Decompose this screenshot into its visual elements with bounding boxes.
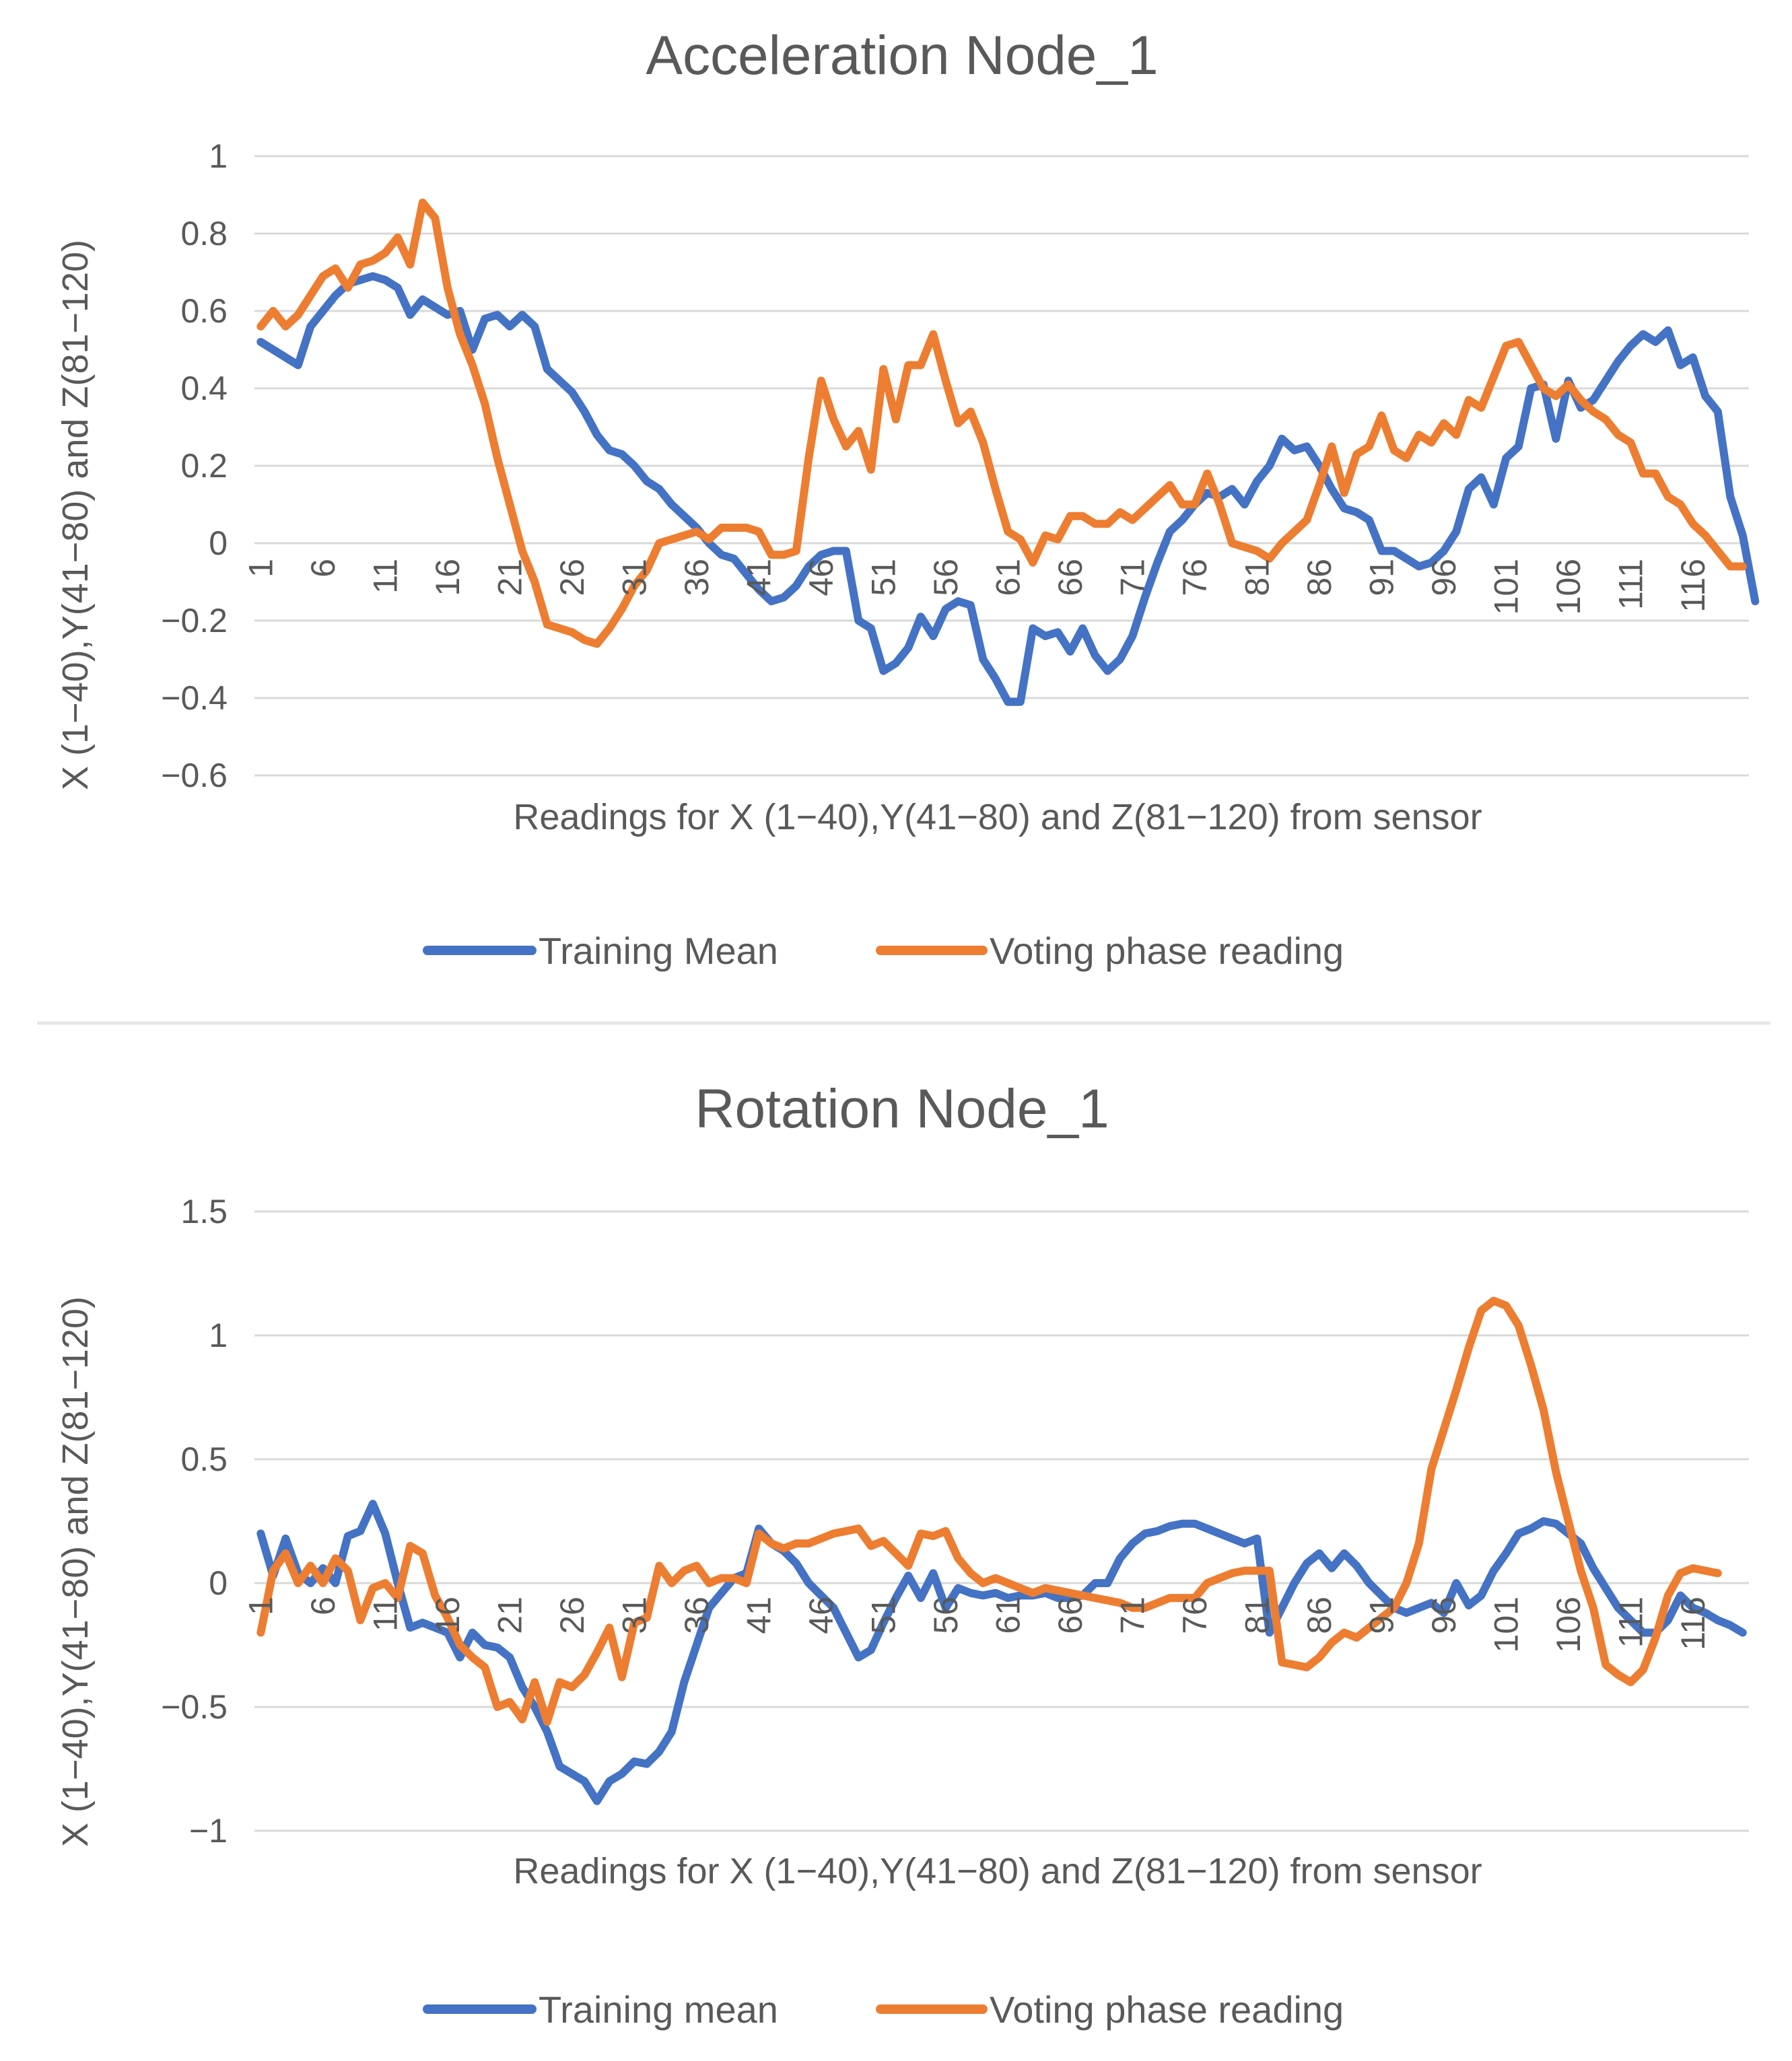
- x-tick-label: 16: [429, 1597, 467, 1634]
- y-tick-label: 0.6: [180, 292, 228, 330]
- legend-label-training-mean: Training mean: [539, 1988, 778, 2031]
- y-tick-labels: 1 0.8 0.6 0.4 0.2 0 −0.2 −0.4 −0.6: [161, 137, 228, 794]
- legend-label-training-mean: Training Mean: [539, 930, 778, 972]
- x-tick-label: 51: [864, 559, 902, 596]
- x-tick-label: 51: [864, 1597, 902, 1634]
- y-tick-label: 0: [209, 1564, 228, 1602]
- x-tick-label: 91: [1363, 1597, 1400, 1634]
- x-tick-label: 11: [366, 1597, 404, 1632]
- x-tick-label: 41: [740, 559, 778, 596]
- x-tick-label: 66: [1052, 1597, 1089, 1634]
- x-tick-label: 86: [1301, 559, 1338, 596]
- legend-label-voting-phase: Voting phase reading: [990, 930, 1344, 972]
- chart-title: Acceleration Node_1: [646, 25, 1158, 86]
- legend-label-voting-phase: Voting phase reading: [990, 1988, 1344, 2031]
- x-tick-label: 76: [1176, 1597, 1214, 1634]
- x-tick-label: 31: [615, 559, 653, 596]
- x-tick-label: 61: [989, 1597, 1027, 1634]
- x-tick-label: 106: [1550, 1597, 1587, 1652]
- x-tick-label: 66: [1052, 559, 1089, 596]
- series-line-training-mean: [256, 1500, 1747, 1805]
- x-tick-label: 81: [1238, 1597, 1276, 1634]
- y-axis-title: X (1−40),Y(41−80) and Z(81−120): [55, 1296, 96, 1847]
- gridlines: [254, 1210, 1749, 1832]
- x-tick-label: 116: [1674, 559, 1712, 613]
- x-axis-title: Readings for X (1−40),Y(41−80) and Z(81−…: [513, 1851, 1482, 1891]
- x-tick-label: 56: [927, 1597, 965, 1634]
- x-tick-label: 11: [366, 559, 404, 594]
- x-tick-label: 71: [1113, 1597, 1151, 1634]
- x-tick-label: 36: [678, 559, 716, 596]
- x-tick-label: 21: [491, 1597, 528, 1634]
- series-line-voting-phase: [256, 1296, 1722, 1726]
- x-tick-label: 31: [615, 1597, 653, 1634]
- x-tick-label: 1: [242, 1597, 279, 1615]
- y-tick-label: 0.8: [180, 215, 228, 252]
- x-tick-label: 6: [304, 559, 342, 578]
- y-tick-label: 1: [209, 137, 228, 175]
- x-tick-label: 111: [1612, 559, 1649, 610]
- series-lines: [256, 1296, 1747, 1805]
- x-tick-label: 76: [1176, 559, 1214, 596]
- x-tick-labels: 1 6 11 16 21 26 31 36 41 46 51 56 61 66 71 76 81 86 91 96 10…: [242, 1597, 1712, 1652]
- x-tick-label: 106: [1550, 559, 1587, 615]
- y-tick-label: −1: [189, 1812, 228, 1850]
- legend: Training mean Voting phase reading: [423, 1988, 1344, 2031]
- x-tick-label: 101: [1487, 559, 1525, 615]
- x-tick-label: 41: [740, 1597, 778, 1634]
- y-tick-label: −0.6: [161, 757, 228, 794]
- rotation-chart: Rotation Node_1 1.510.50−0.5−1 1 6 11 16 21 2…: [55, 1078, 1749, 2031]
- series-lines: [256, 199, 1760, 706]
- y-tick-labels: 1.5 1 0.5 0 −0.5 −1: [161, 1193, 228, 1850]
- x-tick-label: 96: [1425, 1597, 1463, 1634]
- y-tick-label: −0.4: [161, 679, 228, 717]
- x-tick-label: 61: [989, 559, 1027, 596]
- x-tick-label: 46: [802, 559, 840, 596]
- y-tick-label: −0.2: [161, 602, 228, 639]
- y-tick-label: 0.2: [180, 447, 228, 485]
- y-tick-label: 0.5: [180, 1440, 228, 1478]
- x-tick-label: 96: [1425, 559, 1463, 596]
- x-tick-label: 91: [1363, 559, 1400, 596]
- y-tick-label: 1: [209, 1317, 228, 1354]
- x-tick-label: 101: [1487, 1597, 1525, 1652]
- x-tick-label: 26: [553, 559, 591, 596]
- x-tick-label: 56: [927, 559, 965, 596]
- acceleration-chart: Acceleration Node_1 1 0.8 0.6 0.4 0.2 0 −0.2 −0…: [55, 25, 1760, 972]
- x-tick-label: 71: [1113, 559, 1151, 596]
- y-tick-label: 0: [209, 524, 228, 562]
- y-tick-label: −0.5: [161, 1688, 228, 1726]
- x-tick-label: 21: [491, 559, 528, 596]
- chart-title: Rotation Node_1: [695, 1078, 1109, 1140]
- x-tick-label: 116: [1674, 1597, 1712, 1650]
- x-axis-title: Readings for X (1−40),Y(41−80) and Z(81−…: [513, 797, 1482, 837]
- series-line-training-mean: [256, 272, 1760, 706]
- x-tick-label: 86: [1301, 1597, 1338, 1634]
- y-tick-label: 1.5: [180, 1193, 228, 1230]
- y-axis-title: X (1−40),Y(41−80) and Z(81−120): [55, 240, 96, 790]
- x-tick-label: 46: [802, 1597, 840, 1634]
- x-tick-label: 111: [1612, 1597, 1649, 1648]
- x-tick-label: 1: [242, 559, 279, 578]
- x-tick-label: 36: [678, 1597, 716, 1634]
- y-tick-label: 0.4: [180, 370, 228, 407]
- series-line-voting-phase: [256, 199, 1747, 648]
- x-tick-label: 6: [304, 1597, 342, 1615]
- x-tick-label: 81: [1238, 559, 1276, 596]
- x-tick-label: 26: [553, 1597, 591, 1634]
- x-tick-label: 16: [429, 559, 467, 596]
- legend: Training Mean Voting phase reading: [423, 930, 1344, 972]
- x-tick-labels: 1 6 11 16 21 26 31 36 41 46 51 56 61 66 71 76 81 86 91 96 10…: [242, 559, 1712, 615]
